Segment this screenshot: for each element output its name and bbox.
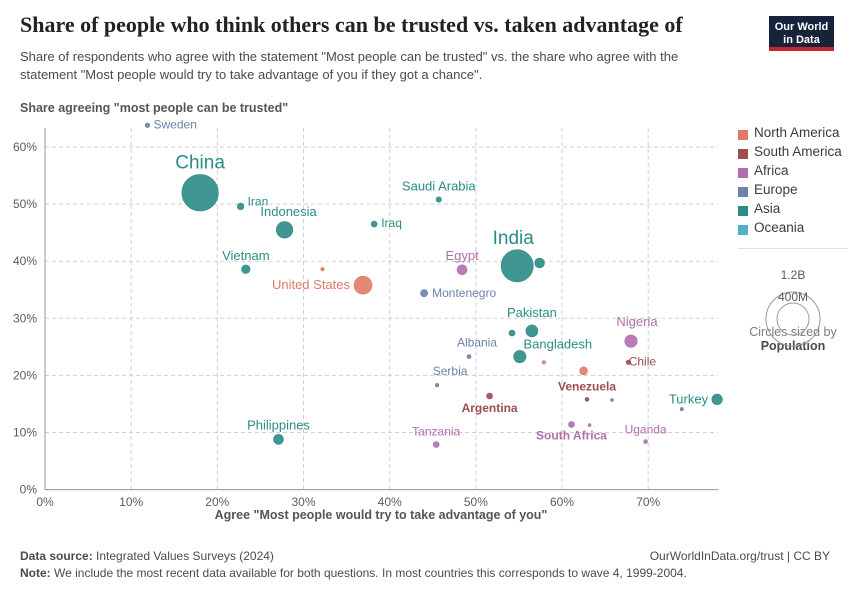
svg-text:Uganda: Uganda bbox=[625, 423, 667, 437]
svg-text:20%: 20% bbox=[205, 495, 229, 509]
svg-text:Albania: Albania bbox=[457, 336, 497, 350]
svg-text:10%: 10% bbox=[119, 495, 143, 509]
svg-text:10%: 10% bbox=[13, 426, 37, 440]
svg-text:Vietnam: Vietnam bbox=[222, 248, 269, 263]
svg-text:United States: United States bbox=[272, 277, 351, 292]
svg-text:Iraq: Iraq bbox=[381, 216, 402, 230]
svg-text:Serbia: Serbia bbox=[433, 364, 468, 378]
svg-text:China: China bbox=[175, 153, 225, 174]
svg-text:Pakistan: Pakistan bbox=[507, 305, 557, 320]
svg-text:India: India bbox=[493, 228, 535, 249]
svg-text:0%: 0% bbox=[36, 495, 54, 509]
svg-text:50%: 50% bbox=[464, 495, 488, 509]
svg-text:Indonesia: Indonesia bbox=[260, 204, 317, 219]
svg-text:30%: 30% bbox=[13, 311, 37, 325]
svg-text:Argentina: Argentina bbox=[462, 401, 518, 415]
svg-text:60%: 60% bbox=[13, 140, 37, 154]
svg-text:Philippines: Philippines bbox=[247, 417, 310, 432]
svg-text:Egypt: Egypt bbox=[445, 248, 479, 263]
svg-text:20%: 20% bbox=[13, 368, 37, 382]
svg-text:30%: 30% bbox=[291, 495, 315, 509]
svg-text:Chile: Chile bbox=[629, 354, 657, 368]
svg-text:South Africa: South Africa bbox=[536, 429, 607, 443]
svg-text:Bangladesh: Bangladesh bbox=[523, 337, 592, 352]
svg-text:Saudi Arabia: Saudi Arabia bbox=[402, 179, 476, 194]
svg-text:Turkey: Turkey bbox=[669, 391, 709, 406]
svg-text:60%: 60% bbox=[550, 495, 574, 509]
svg-text:400M: 400M bbox=[778, 290, 808, 304]
svg-text:0%: 0% bbox=[20, 483, 38, 497]
svg-text:Sweden: Sweden bbox=[154, 117, 197, 131]
svg-text:40%: 40% bbox=[378, 495, 402, 509]
svg-text:1.2B: 1.2B bbox=[781, 268, 806, 282]
svg-text:70%: 70% bbox=[636, 495, 660, 509]
svg-text:Montenegro: Montenegro bbox=[432, 286, 496, 300]
svg-text:Tanzania: Tanzania bbox=[412, 425, 460, 439]
svg-text:Venezuela: Venezuela bbox=[558, 379, 616, 393]
svg-text:50%: 50% bbox=[13, 197, 37, 211]
svg-text:Nigeria: Nigeria bbox=[616, 314, 658, 329]
svg-text:40%: 40% bbox=[13, 254, 37, 268]
